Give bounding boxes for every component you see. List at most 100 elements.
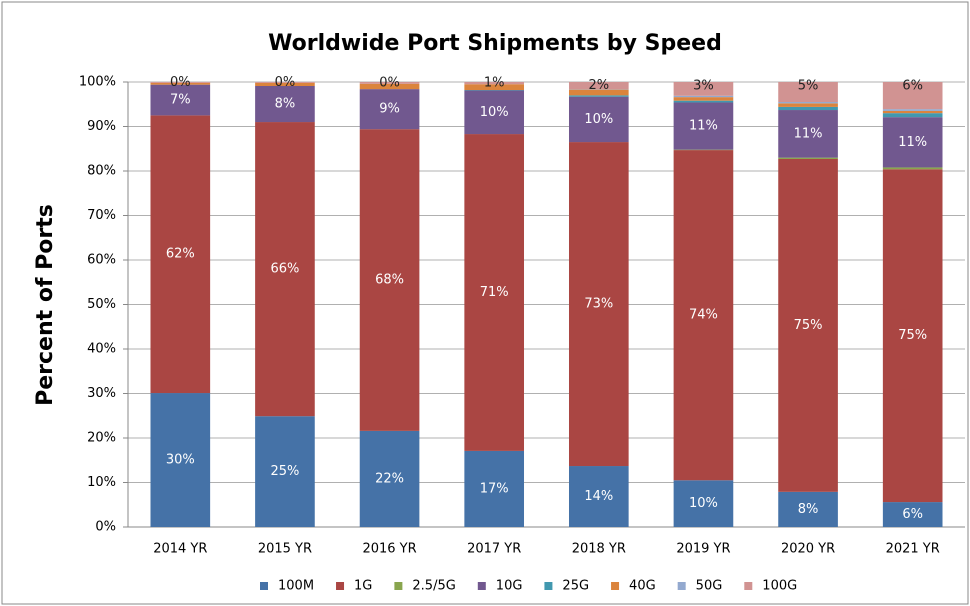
- data-label: 0%: [275, 75, 296, 90]
- legend-swatch: [336, 582, 345, 590]
- legend-swatch: [744, 582, 753, 590]
- data-label: 30%: [166, 453, 195, 468]
- y-tick-label: 60%: [87, 253, 116, 268]
- legend-label: 100M: [278, 579, 314, 594]
- x-tick-label: 2019 YR: [676, 542, 730, 557]
- data-label: 0%: [379, 75, 400, 90]
- data-label: 5%: [798, 79, 819, 94]
- legend-swatch: [544, 582, 553, 590]
- data-label: 75%: [794, 318, 823, 333]
- bar-segment: [778, 491, 838, 527]
- x-tick-label: 2017 YR: [467, 542, 521, 557]
- data-label: 73%: [584, 297, 613, 312]
- x-tick-label: 2018 YR: [572, 542, 626, 557]
- data-label: 8%: [798, 502, 819, 517]
- data-label: 3%: [693, 79, 714, 94]
- y-tick-label: 40%: [87, 342, 116, 357]
- data-label: 9%: [379, 102, 400, 117]
- bar-segment: [359, 430, 420, 527]
- bar-segment: [568, 95, 629, 97]
- bar-segment: [568, 89, 629, 96]
- bar-segment: [568, 96, 629, 143]
- bar-segment: [882, 169, 943, 503]
- bar-segment: [359, 82, 420, 84]
- bar-segment: [778, 82, 838, 103]
- bar-segment: [882, 109, 943, 111]
- legend-label: 25G: [562, 579, 589, 594]
- bar-segment: [778, 158, 838, 492]
- bar-segment: [150, 82, 211, 83]
- data-label: 7%: [170, 93, 191, 108]
- bar-segment: [359, 83, 420, 90]
- x-tick-label: 2015 YR: [258, 542, 312, 557]
- data-label: 10%: [689, 496, 718, 511]
- legend-swatch: [477, 582, 486, 590]
- y-tick-label: 80%: [87, 164, 116, 179]
- data-label: 22%: [375, 471, 404, 486]
- bar-segment: [359, 89, 420, 130]
- bar-segment: [255, 82, 315, 87]
- bar-segment: [255, 82, 315, 83]
- bar-segment: [464, 90, 525, 135]
- bar-segment: [882, 167, 943, 170]
- legend-label: 40G: [629, 579, 656, 594]
- bar-segment: [778, 157, 838, 159]
- legend-label: 50G: [696, 579, 723, 594]
- bar-segment: [882, 113, 943, 118]
- y-tick-label: 100%: [79, 75, 116, 90]
- data-label: 2%: [589, 78, 610, 93]
- bar-segment: [673, 97, 734, 101]
- bar-segment: [568, 466, 629, 527]
- x-tick-label: 2016 YR: [362, 542, 416, 557]
- y-tick-label: 90%: [87, 119, 116, 134]
- bar-segment: [882, 117, 943, 168]
- data-label: 10%: [480, 105, 509, 120]
- bar-segment: [255, 86, 315, 123]
- bar-segment: [778, 110, 838, 158]
- legend-label: 10G: [496, 579, 523, 594]
- x-tick-label: 2020 YR: [781, 542, 835, 557]
- y-tick-label: 0%: [95, 520, 116, 535]
- data-label: 11%: [898, 135, 927, 150]
- y-tick-label: 30%: [87, 386, 116, 401]
- data-label: 25%: [270, 464, 299, 479]
- data-label: 1%: [484, 76, 505, 91]
- bar-segment: [255, 122, 315, 417]
- chart-title: Worldwide Port Shipments by Speed: [268, 31, 722, 56]
- bar-segment: [464, 82, 525, 85]
- legend-swatch: [394, 582, 403, 590]
- bar-segment: [673, 95, 734, 98]
- bar-segment: [568, 142, 629, 467]
- data-label: 11%: [794, 126, 823, 141]
- bar-segment: [778, 102, 838, 104]
- bar-segment: [150, 84, 211, 116]
- data-label: 66%: [270, 262, 299, 277]
- data-label: 6%: [902, 79, 923, 94]
- bar-segment: [778, 103, 838, 107]
- legend-label: 1G: [354, 579, 372, 594]
- bar-segment: [778, 106, 838, 111]
- data-label: 10%: [584, 112, 613, 127]
- bar-segment: [673, 100, 734, 103]
- y-tick-label: 50%: [87, 297, 116, 312]
- data-label: 14%: [584, 489, 613, 504]
- data-label: 68%: [375, 273, 404, 288]
- bar-segment: [150, 393, 211, 527]
- legend-label: 100G: [762, 579, 797, 594]
- data-label: 74%: [689, 308, 718, 323]
- data-label: 71%: [480, 285, 509, 300]
- data-label: 75%: [898, 328, 927, 343]
- bar-segment: [882, 82, 943, 110]
- bar-segment: [359, 129, 420, 431]
- bar-segment: [150, 82, 211, 85]
- data-label: 8%: [275, 97, 296, 112]
- bar-segment: [673, 150, 734, 481]
- bar-segment: [882, 502, 943, 527]
- bar-segment: [568, 82, 629, 90]
- bar-segment: [464, 84, 525, 91]
- bar-segment: [882, 110, 943, 114]
- data-label: 62%: [166, 247, 195, 262]
- data-label: 0%: [170, 75, 191, 90]
- bar-segment: [255, 416, 315, 527]
